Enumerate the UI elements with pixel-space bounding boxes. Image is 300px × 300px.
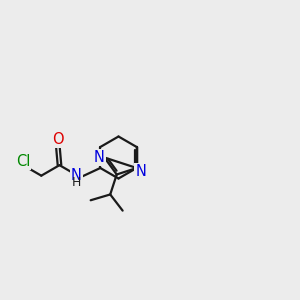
Text: O: O — [52, 132, 64, 147]
Text: N: N — [136, 164, 146, 179]
Text: H: H — [72, 176, 81, 189]
Text: N: N — [136, 164, 147, 179]
Text: N: N — [71, 168, 82, 183]
Text: Cl: Cl — [16, 154, 30, 169]
Text: N: N — [94, 150, 104, 165]
